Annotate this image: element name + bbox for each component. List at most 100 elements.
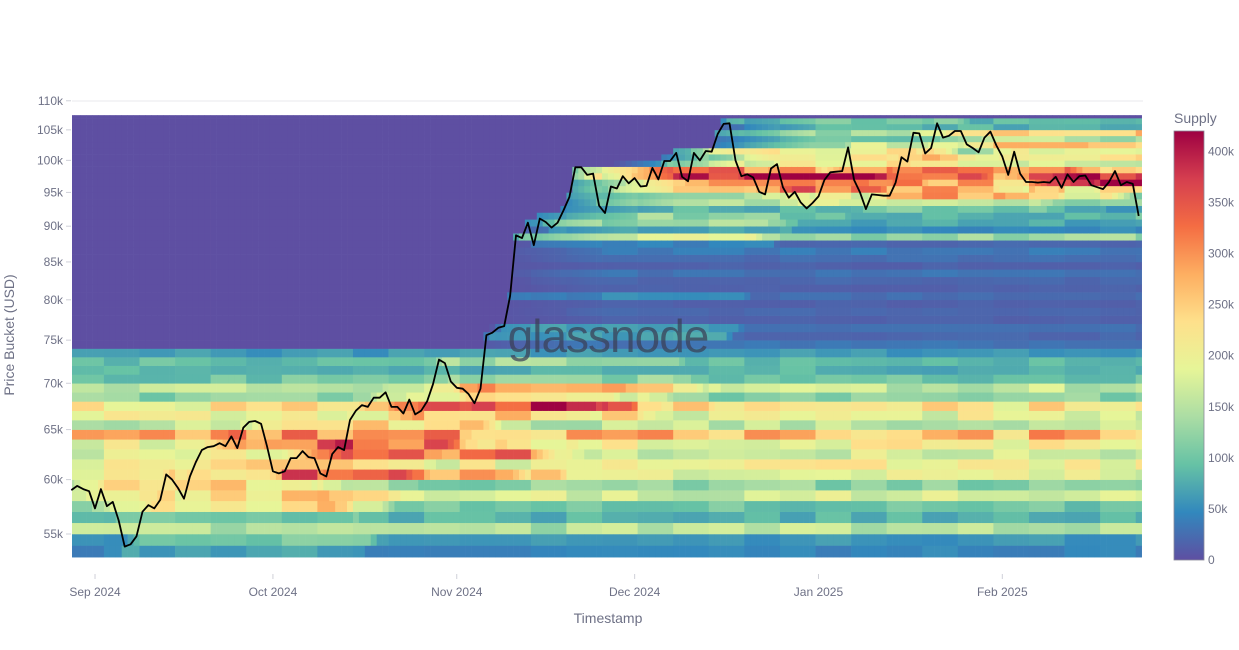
heatmap-cell: [418, 205, 425, 213]
heatmap-cell: [471, 276, 478, 285]
heatmap-cell: [394, 276, 401, 285]
heatmap-cell: [602, 284, 609, 293]
heatmap-cell: [418, 129, 425, 137]
heatmap-cell: [246, 135, 253, 143]
heatmap-cell: [169, 115, 176, 119]
heatmap-cell: [341, 233, 348, 241]
heatmap-cell: [222, 172, 229, 180]
heatmap-cell: [192, 185, 200, 193]
heatmap-cell: [347, 226, 354, 234]
heatmap-cell: [388, 129, 395, 137]
heatmap-cell: [115, 410, 123, 421]
heatmap-cell: [240, 383, 247, 393]
heatmap-cell: [264, 410, 271, 421]
heatmap-cell: [115, 276, 123, 285]
heatmap-cell: [453, 135, 461, 143]
heatmap-cell: [299, 331, 306, 341]
heatmap-cell: [430, 365, 437, 375]
heatmap-cell: [578, 534, 585, 546]
heatmap-cell: [72, 534, 75, 546]
heatmap-cell: [530, 522, 538, 535]
heatmap-cell: [376, 383, 383, 393]
heatmap-cell: [186, 226, 194, 234]
heatmap-cell: [388, 340, 395, 349]
heatmap-cell: [483, 348, 490, 358]
heatmap-cell: [584, 240, 591, 248]
heatmap-cell: [412, 392, 419, 402]
heatmap-cell: [133, 254, 140, 263]
heatmap-cell: [602, 240, 609, 248]
heatmap-cell: [554, 276, 561, 285]
heatmap-cell: [139, 233, 146, 241]
heatmap-cell: [258, 247, 265, 255]
heatmap-cell: [269, 233, 277, 241]
heatmap-cell: [382, 226, 389, 234]
heatmap-cell: [234, 212, 241, 220]
heatmap-cell: [554, 118, 561, 125]
heatmap-cell: [590, 315, 597, 325]
heatmap-cell: [424, 233, 431, 241]
heatmap-cell: [412, 420, 419, 430]
heatmap-cell: [418, 147, 425, 155]
heatmap-cell: [329, 129, 336, 137]
heatmap-cell: [74, 357, 81, 366]
heatmap-cell: [281, 141, 289, 149]
heatmap-cell: [519, 292, 526, 301]
heatmap-cell: [424, 141, 431, 149]
heatmap-cell: [519, 199, 526, 207]
heatmap-cell: [192, 449, 200, 460]
heatmap-cell: [341, 323, 348, 333]
heatmap-cell: [536, 192, 544, 200]
heatmap-cell: [246, 115, 253, 119]
heatmap-cell: [323, 226, 330, 234]
heatmap-cell: [335, 299, 342, 308]
heatmap-cell: [192, 118, 200, 125]
heatmap-cell: [530, 469, 538, 480]
heatmap-cell: [406, 299, 413, 308]
heatmap-cell: [501, 269, 508, 278]
heatmap-cell: [275, 160, 283, 167]
heatmap-cell: [246, 118, 253, 125]
heatmap-cell: [394, 292, 401, 301]
heatmap-cell: [317, 269, 324, 278]
heatmap-cell: [524, 135, 532, 143]
heatmap-cell: [501, 123, 508, 131]
heatmap-cell: [186, 172, 194, 180]
heatmap-cell: [329, 160, 336, 167]
heatmap-cell: [228, 307, 235, 316]
heatmap-cell: [507, 123, 514, 131]
heatmap-cell: [97, 545, 105, 558]
heatmap-cell: [584, 192, 591, 200]
heatmap-cell: [364, 439, 372, 450]
heatmap-cell: [264, 420, 271, 430]
heatmap-cell: [424, 307, 431, 316]
heatmap-cell: [513, 365, 520, 375]
heatmap-cell: [477, 315, 484, 325]
heatmap-cell: [465, 247, 472, 255]
heatmap-cell: [157, 323, 164, 333]
heatmap-cell: [103, 123, 111, 131]
heatmap-cell: [72, 212, 75, 220]
heatmap-cell: [228, 205, 235, 213]
heatmap-cell: [578, 511, 585, 524]
heatmap-cell: [453, 292, 461, 301]
heatmap-cell: [139, 192, 146, 200]
heatmap-cell: [210, 219, 217, 227]
heatmap-cell: [198, 522, 206, 535]
heatmap-cell: [471, 469, 478, 480]
heatmap-cell: [406, 340, 413, 349]
heatmap-cell: [477, 449, 484, 460]
heatmap-cell: [418, 179, 425, 187]
heatmap-cell: [192, 219, 200, 227]
heatmap-cell: [275, 247, 283, 255]
heatmap-cell: [74, 429, 81, 440]
heatmap-cell: [400, 439, 407, 450]
heatmap-cell: [507, 299, 514, 308]
heatmap-cell: [376, 276, 383, 285]
heatmap-cell: [394, 392, 401, 402]
heatmap-cell: [192, 410, 200, 421]
heatmap-cell: [139, 179, 146, 187]
heatmap-cell: [388, 299, 395, 308]
heatmap-cell: [376, 123, 383, 131]
heatmap-cell: [483, 147, 490, 155]
